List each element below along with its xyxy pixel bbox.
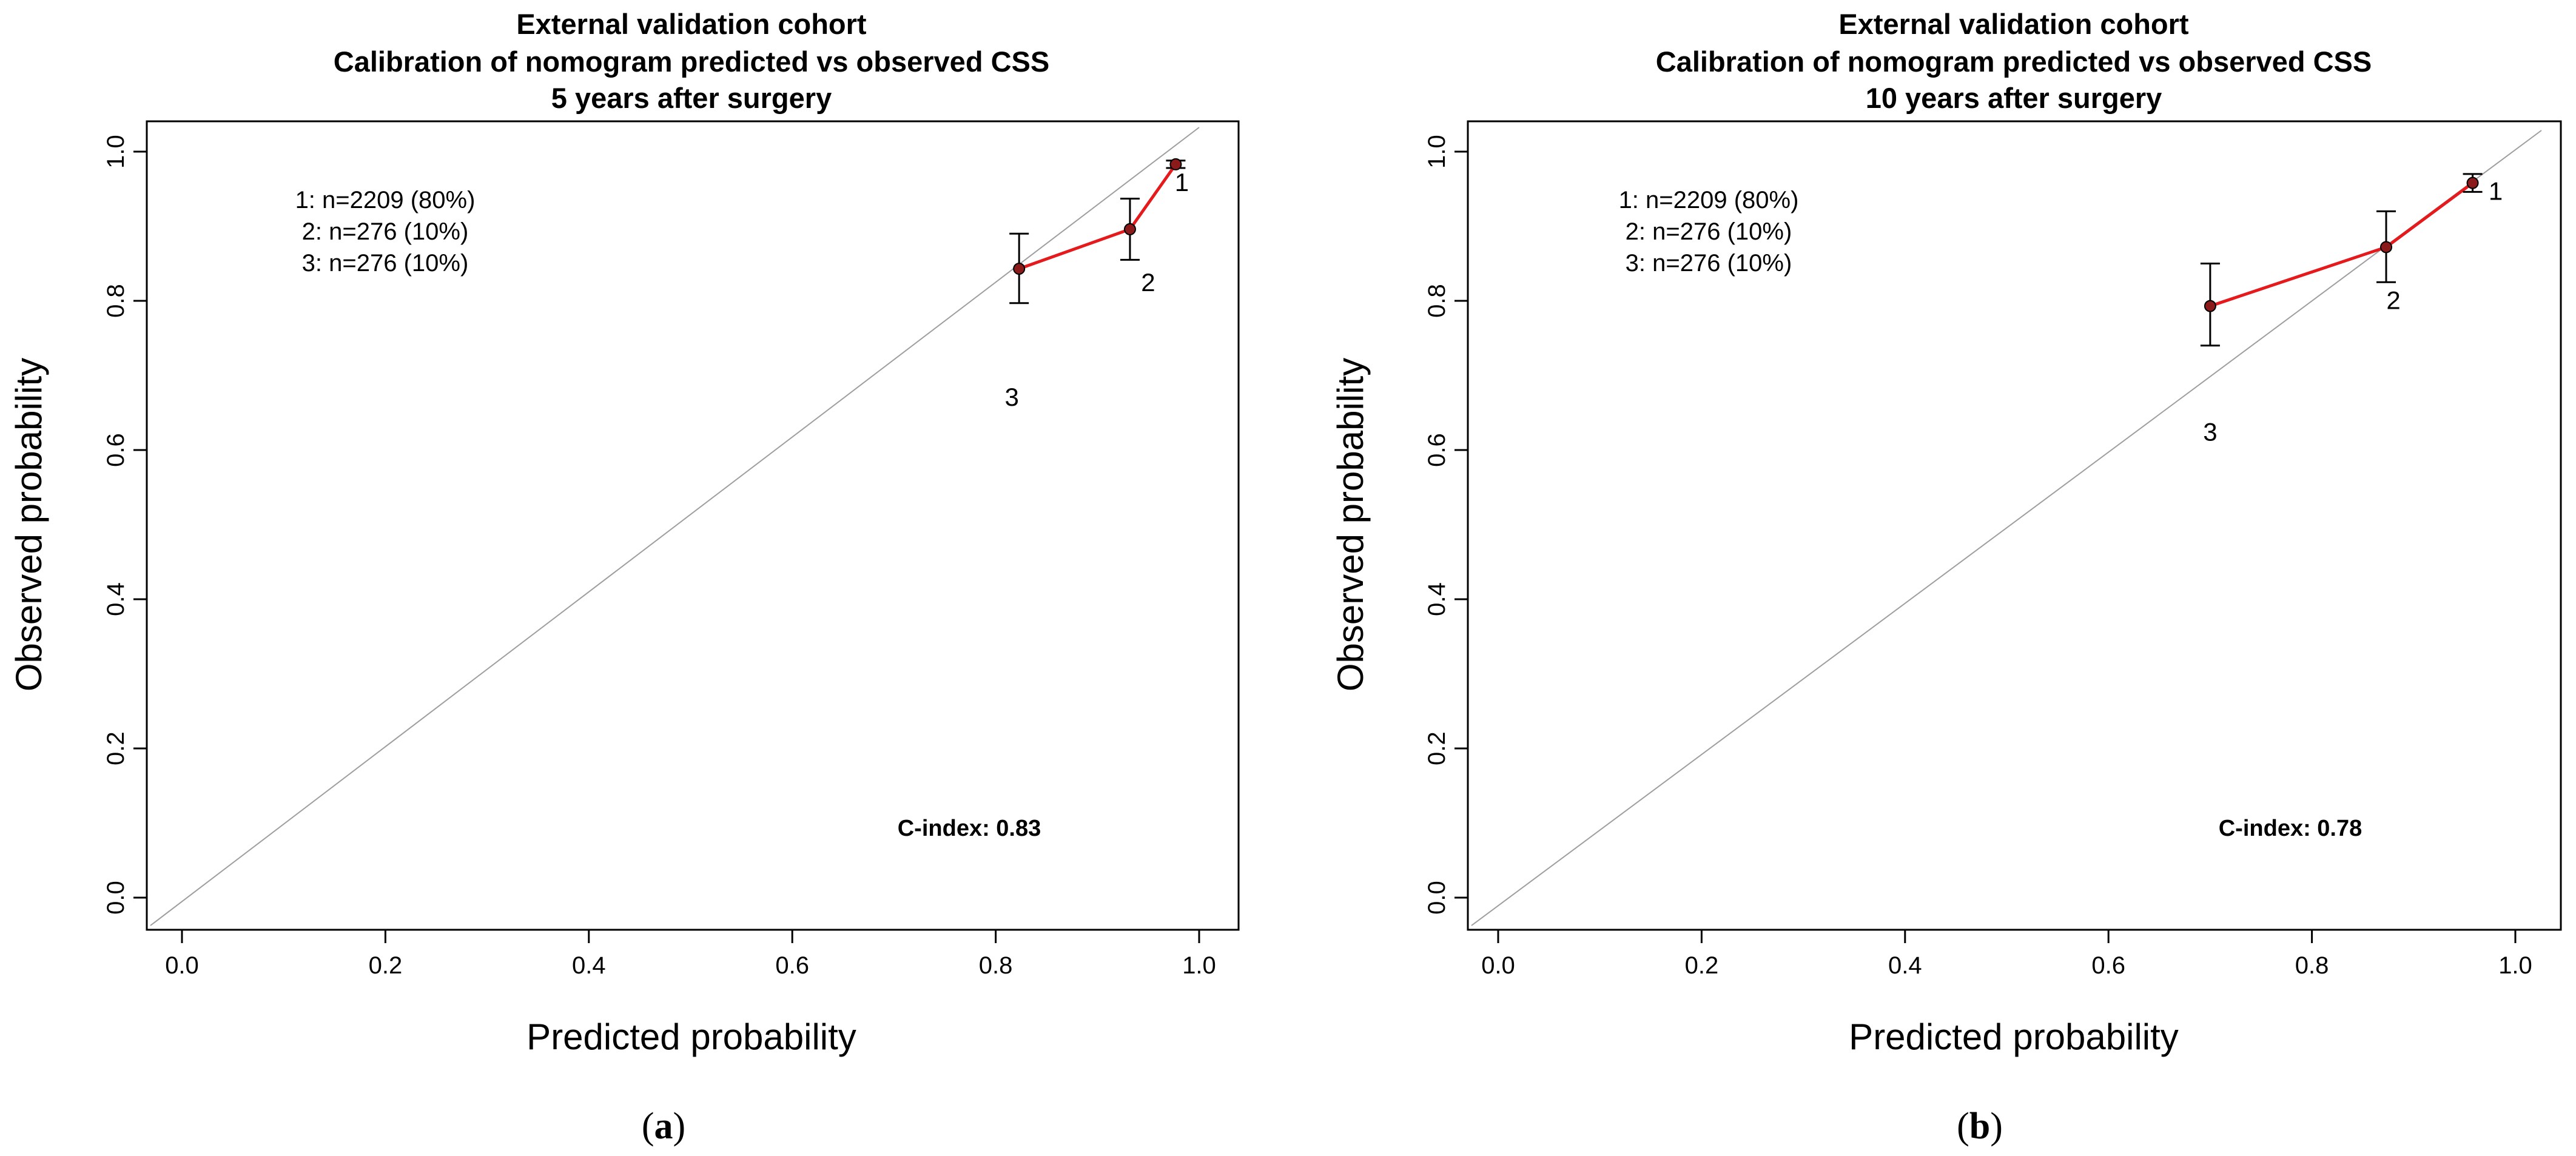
y-tick-label: 0.0 bbox=[103, 881, 129, 915]
point-label: 2 bbox=[1141, 268, 1155, 297]
panel-b-y-axis: 0.0 0.2 0.4 0.6 0.8 1.0 bbox=[1424, 135, 1468, 915]
panel-b-title-line-2: Calibration of nomogram predicted vs obs… bbox=[1656, 45, 2372, 78]
panel-b-series: 1 2 3 bbox=[2200, 173, 2503, 446]
panel-a-y-axis-title: Observed probability bbox=[8, 358, 49, 691]
panel-a-y-axis: 0.0 0.2 0.4 0.6 0.8 1.0 bbox=[103, 135, 147, 915]
calibration-line bbox=[2210, 181, 2474, 307]
point-label: 2 bbox=[2386, 286, 2400, 314]
x-tick-label: 0.2 bbox=[369, 952, 403, 979]
panel-a-group-3: 3: n=276 (10%) bbox=[302, 250, 469, 277]
panel-b-group-2: 2: n=276 (10%) bbox=[1626, 218, 1792, 245]
y-tick-label: 0.2 bbox=[1424, 731, 1450, 765]
y-tick-label: 0.0 bbox=[1424, 881, 1450, 915]
panel-b-group-1: 1: n=2209 (80%) bbox=[1619, 187, 1799, 213]
panel-b: External validation cohort Calibration o… bbox=[1330, 8, 2562, 1147]
panel-a-title-line-3: 5 years after surgery bbox=[551, 82, 832, 114]
y-tick-label: 0.6 bbox=[103, 433, 129, 467]
panel-a-x-axis-title: Predicted probability bbox=[526, 1017, 856, 1057]
data-point bbox=[2466, 176, 2479, 189]
x-tick-label: 1.0 bbox=[2498, 952, 2532, 979]
x-tick-label: 0.6 bbox=[2091, 952, 2125, 979]
x-tick-label: 0.4 bbox=[1888, 952, 1922, 979]
y-tick-label: 0.8 bbox=[103, 284, 129, 318]
panel-b-reference-diagonal bbox=[1471, 130, 2542, 926]
y-tick-label: 0.8 bbox=[1424, 284, 1450, 318]
panel-b-plot-frame bbox=[1467, 120, 2562, 931]
panel-b-y-axis-title: Observed probability bbox=[1330, 358, 1371, 691]
point-label: 3 bbox=[2203, 418, 2217, 446]
data-point bbox=[1169, 158, 1182, 170]
x-tick-label: 0.8 bbox=[979, 952, 1013, 979]
panel-a: External validation cohort Calibration o… bbox=[8, 8, 1240, 1147]
y-tick-label: 1.0 bbox=[103, 135, 129, 169]
panel-a-caption: (a) bbox=[642, 1106, 685, 1147]
panel-b-caption: (b) bbox=[1957, 1106, 2003, 1147]
x-tick-label: 0.4 bbox=[572, 952, 606, 979]
y-tick-label: 0.4 bbox=[1424, 582, 1450, 616]
panel-b-title-line-3: 10 years after surgery bbox=[1866, 82, 2162, 114]
panel-a-c-index: C-index: 0.83 bbox=[898, 816, 1041, 841]
calibration-line bbox=[1018, 163, 1177, 271]
panel-b-group-3: 3: n=276 (10%) bbox=[1626, 250, 1792, 277]
point-label: 3 bbox=[1004, 383, 1018, 411]
panel-a-title-line-1: External validation cohort bbox=[516, 8, 867, 40]
panel-a-reference-diagonal bbox=[150, 127, 1200, 926]
panel-a-group-1: 1: n=2209 (80%) bbox=[295, 187, 476, 213]
panel-a-group-2: 2: n=276 (10%) bbox=[302, 218, 469, 245]
panel-a-x-axis: 0.0 0.2 0.4 0.6 0.8 1.0 bbox=[165, 930, 1216, 979]
x-tick-label: 0.0 bbox=[1481, 952, 1515, 979]
panel-b-title-line-1: External validation cohort bbox=[1838, 8, 2189, 40]
panel-a-title-line-2: Calibration of nomogram predicted vs obs… bbox=[334, 45, 1049, 78]
y-tick-label: 0.4 bbox=[103, 582, 129, 616]
panel-b-x-axis: 0.0 0.2 0.4 0.6 0.8 1.0 bbox=[1481, 930, 2532, 979]
x-tick-label: 1.0 bbox=[1182, 952, 1216, 979]
panel-b-x-axis-title: Predicted probability bbox=[1849, 1017, 2179, 1057]
x-tick-label: 0.8 bbox=[2295, 952, 2329, 979]
x-tick-label: 0.6 bbox=[775, 952, 809, 979]
y-tick-label: 0.2 bbox=[103, 731, 129, 765]
panel-a-series: 1 2 3 bbox=[1004, 158, 1189, 411]
panel-b-c-index: C-index: 0.78 bbox=[2219, 816, 2362, 841]
point-label: 1 bbox=[2489, 177, 2503, 206]
point-label: 1 bbox=[1175, 168, 1189, 197]
panel-a-plot-frame bbox=[146, 120, 1240, 931]
data-point bbox=[2204, 300, 2216, 312]
data-point bbox=[1123, 223, 1136, 235]
y-tick-label: 0.6 bbox=[1424, 433, 1450, 467]
data-point bbox=[2380, 241, 2393, 254]
x-tick-label: 0.2 bbox=[1685, 952, 1719, 979]
data-point bbox=[1013, 263, 1026, 275]
y-tick-label: 1.0 bbox=[1424, 135, 1450, 169]
x-tick-label: 0.0 bbox=[165, 952, 199, 979]
